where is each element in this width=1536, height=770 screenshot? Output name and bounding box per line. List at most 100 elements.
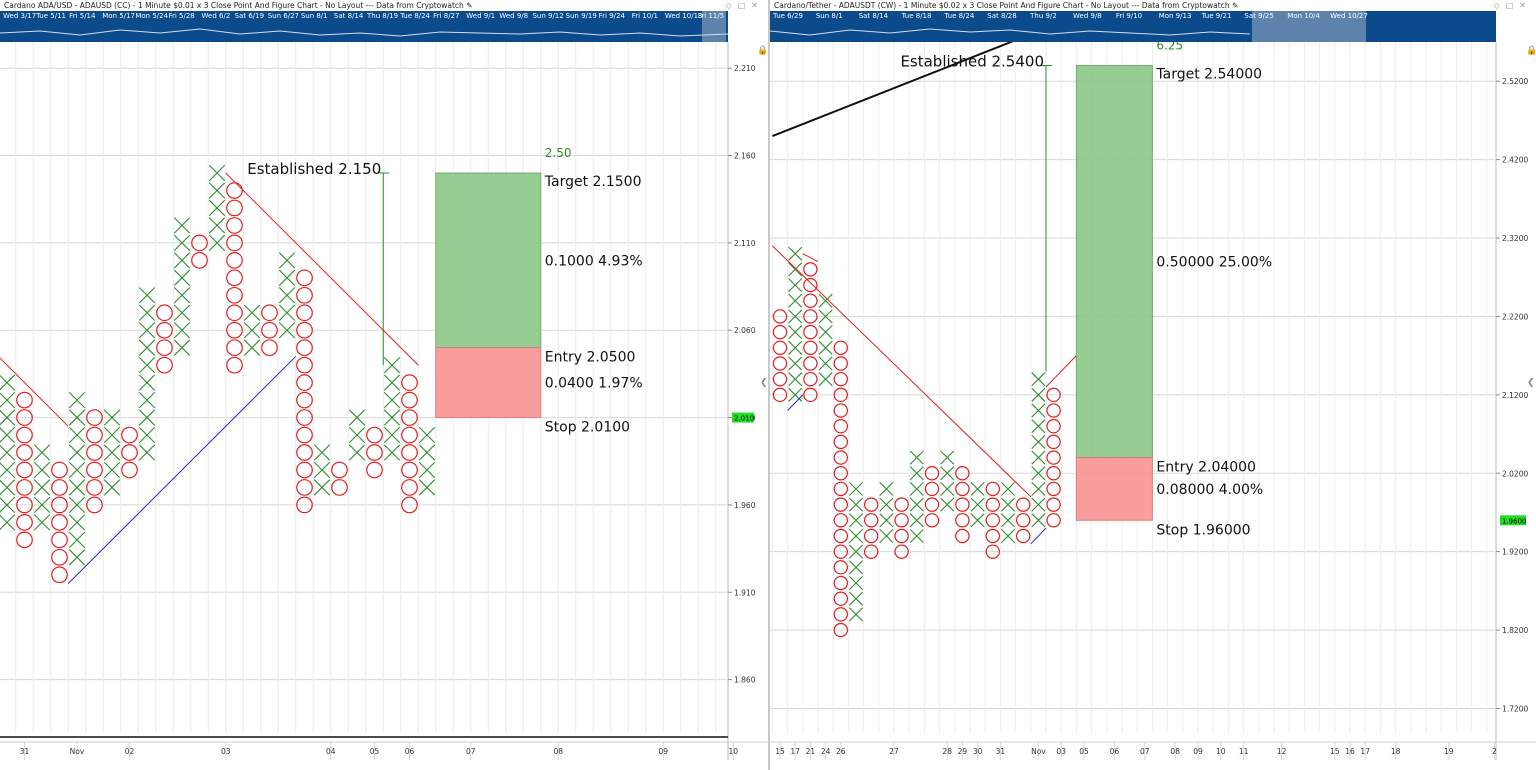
x-stroke xyxy=(0,479,16,496)
o-box xyxy=(296,321,313,339)
lock-icon[interactable]: 🔒 xyxy=(1526,46,1536,56)
o-box xyxy=(833,497,849,512)
o-box xyxy=(803,371,818,387)
o-box xyxy=(1046,403,1061,418)
x-tick-label: 11 xyxy=(1239,747,1249,756)
x-stroke xyxy=(68,479,86,496)
x-box xyxy=(278,304,296,321)
y-tick-label: 2.060 xyxy=(734,326,756,335)
x-stroke xyxy=(208,234,226,252)
navigator-selection[interactable] xyxy=(1252,11,1366,42)
x-stroke xyxy=(970,497,985,512)
x-box xyxy=(940,481,955,496)
x-stroke xyxy=(879,513,894,528)
o-box xyxy=(803,324,818,340)
lock-icon[interactable]: 🔒 xyxy=(757,46,768,56)
x-stroke xyxy=(849,591,863,606)
x-box xyxy=(788,293,803,308)
x-box xyxy=(208,217,226,234)
x-stroke xyxy=(1031,403,1046,418)
reward-risk-ratio: 6.25 xyxy=(1156,42,1183,53)
collapse-arrow-icon[interactable]: ❮ xyxy=(760,378,768,388)
x-stroke xyxy=(909,466,924,481)
navigator-date-label: Mon 5/24 xyxy=(135,12,169,20)
x-stroke xyxy=(138,287,156,304)
x-box xyxy=(0,514,16,531)
right-navigator-bar[interactable]: Tue 6/29 Sun 8/1 Sat 8/14 Tue 8/18 Tue 8/24 S… xyxy=(770,11,1496,42)
x-stroke xyxy=(33,461,51,479)
x-box xyxy=(849,560,863,575)
o-box xyxy=(86,426,103,444)
x-box xyxy=(383,357,401,374)
x-tick-label: 26 xyxy=(836,747,846,756)
navigator-date-label: Wed 9/8 xyxy=(499,12,529,20)
x-box xyxy=(1031,434,1046,449)
o-box xyxy=(16,479,33,496)
collapse-arrow-icon[interactable]: ❮ xyxy=(1527,378,1535,388)
o-box xyxy=(1046,419,1061,434)
x-tick-label: 2 xyxy=(1492,747,1497,756)
x-box xyxy=(818,372,833,387)
o-box xyxy=(296,461,313,479)
x-stroke xyxy=(1031,450,1046,465)
o-box xyxy=(985,481,1000,497)
o-box xyxy=(226,321,243,339)
trendline xyxy=(787,394,804,411)
navigator-selection[interactable] xyxy=(702,11,726,42)
x-stroke xyxy=(348,426,366,444)
x-box xyxy=(788,278,803,293)
x-box xyxy=(970,513,985,528)
y-tick-label: 2.4200 xyxy=(1502,156,1528,165)
o-box xyxy=(51,514,68,531)
x-stroke xyxy=(173,322,191,339)
risk-zone xyxy=(435,347,542,419)
window-controls[interactable]: ◇□✕ xyxy=(1493,1,1532,10)
x-stroke xyxy=(818,340,833,355)
o-box xyxy=(1015,513,1031,528)
x-box xyxy=(138,374,156,391)
x-stroke xyxy=(418,461,436,479)
o-box xyxy=(924,513,940,528)
x-stroke xyxy=(33,479,51,496)
x-box xyxy=(278,322,296,339)
x-box xyxy=(103,461,121,479)
window-controls[interactable]: ◇□✕ xyxy=(725,1,764,10)
navigator-date-label: Mon 10/4 xyxy=(1287,12,1320,20)
x-box xyxy=(879,513,894,528)
o-box xyxy=(121,426,138,444)
panel-divider[interactable] xyxy=(768,0,770,770)
x-box xyxy=(173,234,191,252)
edit-icon[interactable]: ✎ xyxy=(1231,1,1239,10)
o-box xyxy=(1046,466,1061,481)
o-box xyxy=(296,356,313,374)
x-stroke xyxy=(278,252,296,269)
edit-icon[interactable]: ✎ xyxy=(466,1,473,10)
x-stroke xyxy=(1031,481,1046,496)
left-navigator-bar[interactable]: Wed 3/17 Tue 5/11 Fri 5/14 Mon 5/17 Mon 5/24… xyxy=(0,11,728,42)
o-box xyxy=(51,548,68,566)
x-box xyxy=(788,356,803,371)
x-box xyxy=(849,591,863,606)
x-stroke xyxy=(383,374,401,391)
x-box xyxy=(909,466,924,481)
x-box xyxy=(383,426,401,444)
y-tick-label: 2.0200 xyxy=(1502,469,1528,478)
x-stroke xyxy=(33,496,51,514)
x-box xyxy=(418,444,436,461)
x-box xyxy=(33,461,51,479)
x-stroke xyxy=(68,409,86,426)
x-tick-label: 17 xyxy=(1360,747,1370,756)
x-box xyxy=(383,391,401,409)
x-stroke xyxy=(383,409,401,426)
risk-label: 0.0400 1.97% xyxy=(545,376,643,392)
o-box xyxy=(863,513,879,528)
x-stroke xyxy=(849,560,863,575)
o-box xyxy=(401,444,418,461)
x-stroke xyxy=(1031,387,1046,402)
x-box xyxy=(970,481,985,496)
x-box xyxy=(173,269,191,286)
x-stroke xyxy=(1001,513,1015,528)
stop-label: Stop 1.96000 xyxy=(1156,522,1250,538)
navigator-date-label: Sat 8/14 xyxy=(858,12,889,20)
o-box xyxy=(833,466,849,481)
